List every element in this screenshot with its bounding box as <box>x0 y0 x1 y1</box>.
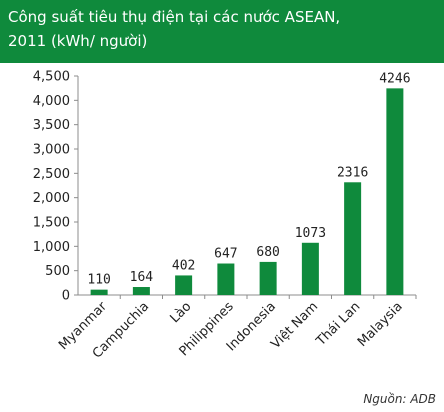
category-label: Thái Lan <box>313 299 363 349</box>
bar-chart: 0 500 1,000 1,500 2,000 2,500 3,000 3,500 4,000 4… <box>33 70 417 362</box>
bar <box>386 88 404 296</box>
y-tick-label: 1,000 <box>33 240 70 255</box>
source-note: Nguồn: ADB <box>363 392 436 406</box>
chart-title-line-2: 2011 (kWh/ người) <box>8 32 148 50</box>
data-label: 4246 <box>379 71 410 86</box>
data-label: 110 <box>87 273 110 288</box>
y-tick-label: 500 <box>45 264 70 279</box>
chart-title-line-1: Công suất tiêu thụ điện tại các nước ASE… <box>8 8 341 26</box>
data-label: 402 <box>172 258 195 273</box>
y-tick-label: 0 <box>62 289 70 304</box>
y-tick-label: 2,000 <box>33 191 70 206</box>
data-label: 2316 <box>337 165 368 180</box>
category-label: Lào <box>167 299 194 326</box>
data-label: 647 <box>214 247 237 262</box>
bar <box>259 261 277 295</box>
y-tick-label: 1,500 <box>33 216 70 231</box>
data-label: 164 <box>130 270 154 285</box>
category-label: Malaysia <box>355 299 406 350</box>
y-tick-label: 3,000 <box>33 143 70 158</box>
bar <box>132 287 150 295</box>
bar <box>90 289 108 295</box>
bar <box>301 242 319 295</box>
bar <box>175 275 193 295</box>
y-tick-label: 3,500 <box>33 118 70 133</box>
data-label: 680 <box>256 245 279 260</box>
chart-title-box: Công suất tiêu thụ điện tại các nước ASE… <box>0 0 444 63</box>
y-tick-label: 4,500 <box>33 70 70 85</box>
bar <box>217 263 235 295</box>
y-tick-label: 4,000 <box>33 94 70 109</box>
data-label: 1073 <box>295 226 326 241</box>
bar <box>344 182 362 295</box>
y-tick-label: 2,500 <box>33 167 70 182</box>
